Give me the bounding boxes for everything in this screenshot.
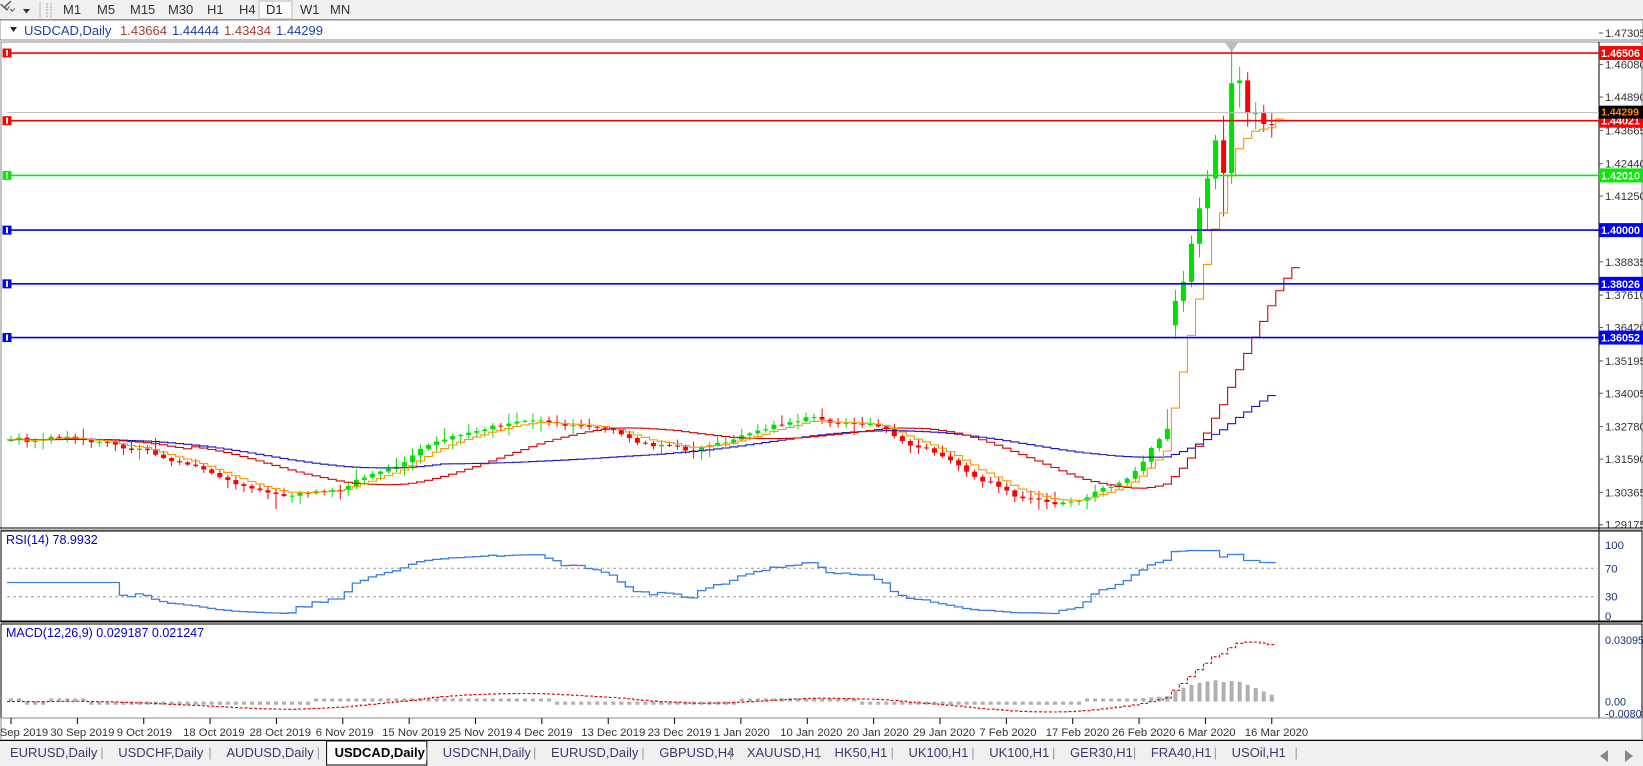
svg-text:1.47305: 1.47305 <box>1605 28 1643 40</box>
svg-text:|: | <box>641 745 644 760</box>
svg-text:1.44299: 1.44299 <box>276 23 323 38</box>
svg-text:30: 30 <box>1605 592 1618 604</box>
svg-text:D1: D1 <box>266 2 283 17</box>
svg-text:|: | <box>100 745 103 760</box>
svg-text:UK100,H1: UK100,H1 <box>989 745 1049 760</box>
svg-text:1.46080: 1.46080 <box>1605 60 1643 72</box>
svg-text:W1: W1 <box>300 2 320 17</box>
svg-text:|: | <box>890 745 893 760</box>
svg-text:23 Dec 2019: 23 Dec 2019 <box>648 727 712 739</box>
svg-text:9 Oct 2019: 9 Oct 2019 <box>117 727 172 739</box>
svg-text:AUDUSD,Daily: AUDUSD,Daily <box>226 745 314 760</box>
svg-text:16 Mar 2020: 16 Mar 2020 <box>1245 727 1308 739</box>
svg-text:1.36052: 1.36052 <box>1601 333 1640 345</box>
svg-text:|: | <box>729 745 732 760</box>
svg-text:HK50,H1: HK50,H1 <box>835 745 888 760</box>
svg-text:USDCAD,Daily: USDCAD,Daily <box>24 23 112 38</box>
svg-text:H1: H1 <box>207 2 224 17</box>
svg-text:|: | <box>317 745 320 760</box>
svg-text:|: | <box>971 745 974 760</box>
svg-text:M15: M15 <box>130 2 155 17</box>
svg-text:1.29175: 1.29175 <box>1605 520 1643 532</box>
svg-text:|: | <box>817 745 820 760</box>
svg-text:1.32780: 1.32780 <box>1605 422 1643 434</box>
svg-text:USDCNH,Daily: USDCNH,Daily <box>443 745 532 760</box>
svg-text:30 Sep 2019: 30 Sep 2019 <box>50 727 114 739</box>
svg-text:6 Mar 2020: 6 Mar 2020 <box>1178 727 1235 739</box>
svg-text:USDCHF,Daily: USDCHF,Daily <box>118 745 204 760</box>
svg-text:|: | <box>425 745 428 760</box>
svg-text:RSI(14) 78.9932: RSI(14) 78.9932 <box>6 533 98 547</box>
svg-text:USDCAD,Daily: USDCAD,Daily <box>335 745 426 760</box>
svg-text:10 Jan 2020: 10 Jan 2020 <box>780 727 842 739</box>
svg-text:UK100,H1: UK100,H1 <box>908 745 968 760</box>
svg-text:M5: M5 <box>97 2 115 17</box>
svg-text:26 Feb 2020: 26 Feb 2020 <box>1112 727 1175 739</box>
svg-text:1.38026: 1.38026 <box>1601 279 1640 291</box>
svg-text:1.43434: 1.43434 <box>224 23 271 38</box>
svg-text:1.41250: 1.41250 <box>1605 191 1643 203</box>
svg-text:20 Sep 2019: 20 Sep 2019 <box>0 727 48 739</box>
svg-text:MN: MN <box>330 2 350 17</box>
svg-text:1 Jan 2020: 1 Jan 2020 <box>714 727 770 739</box>
svg-text:1.34005: 1.34005 <box>1605 388 1643 400</box>
svg-text:1.43664: 1.43664 <box>120 23 167 38</box>
svg-text:EURUSD,Daily: EURUSD,Daily <box>10 745 98 760</box>
svg-text:1.44299: 1.44299 <box>1601 107 1639 119</box>
svg-text:18 Oct 2019: 18 Oct 2019 <box>183 727 245 739</box>
svg-text:XAUUSD,H1: XAUUSD,H1 <box>747 745 821 760</box>
svg-text:1.44444: 1.44444 <box>172 23 219 38</box>
svg-text:H4: H4 <box>239 2 256 17</box>
svg-text:1.31590: 1.31590 <box>1605 454 1643 466</box>
svg-text:|: | <box>208 745 211 760</box>
svg-text:USOil,H1: USOil,H1 <box>1232 745 1286 760</box>
svg-text:FRA40,H1: FRA40,H1 <box>1151 745 1212 760</box>
svg-text:MACD(12,26,9) 0.029187 0.02124: MACD(12,26,9) 0.029187 0.021247 <box>6 626 204 640</box>
svg-text:25 Nov 2019: 25 Nov 2019 <box>449 727 513 739</box>
svg-text:1.40000: 1.40000 <box>1601 225 1640 237</box>
svg-text:1.46506: 1.46506 <box>1601 48 1640 60</box>
svg-text:20 Jan 2020: 20 Jan 2020 <box>847 727 909 739</box>
svg-text:13 Dec 2019: 13 Dec 2019 <box>581 727 645 739</box>
svg-text:1.42010: 1.42010 <box>1601 170 1640 182</box>
svg-text:17 Feb 2020: 17 Feb 2020 <box>1046 727 1109 739</box>
svg-text:100: 100 <box>1605 540 1624 552</box>
svg-text:1.30365: 1.30365 <box>1605 487 1643 499</box>
svg-text:|: | <box>1214 745 1217 760</box>
svg-text:7 Feb 2020: 7 Feb 2020 <box>979 727 1036 739</box>
svg-text:EURUSD,Daily: EURUSD,Daily <box>551 745 639 760</box>
svg-text:M30: M30 <box>168 2 193 17</box>
svg-text:0.030958: 0.030958 <box>1605 635 1643 647</box>
svg-text:1.35195: 1.35195 <box>1605 356 1643 368</box>
svg-text:GBPUSD,H4: GBPUSD,H4 <box>659 745 734 760</box>
svg-text:GER30,H1: GER30,H1 <box>1070 745 1133 760</box>
svg-text:28 Oct 2019: 28 Oct 2019 <box>249 727 311 739</box>
svg-text:|: | <box>1052 745 1055 760</box>
svg-text:M1: M1 <box>63 2 81 17</box>
svg-text:6 Nov 2019: 6 Nov 2019 <box>316 727 374 739</box>
svg-text:|: | <box>533 745 536 760</box>
svg-text:1.37610: 1.37610 <box>1605 290 1643 302</box>
svg-text:|: | <box>1294 745 1297 760</box>
svg-text:|: | <box>1133 745 1136 760</box>
svg-text:70: 70 <box>1605 563 1618 575</box>
svg-text:1.38835: 1.38835 <box>1605 257 1643 269</box>
svg-text:0.00: 0.00 <box>1605 697 1626 709</box>
svg-text:29 Jan 2020: 29 Jan 2020 <box>913 727 975 739</box>
svg-text:15 Nov 2019: 15 Nov 2019 <box>382 727 446 739</box>
svg-text:4 Dec 2019: 4 Dec 2019 <box>515 727 573 739</box>
svg-text:1.44890: 1.44890 <box>1605 92 1643 104</box>
